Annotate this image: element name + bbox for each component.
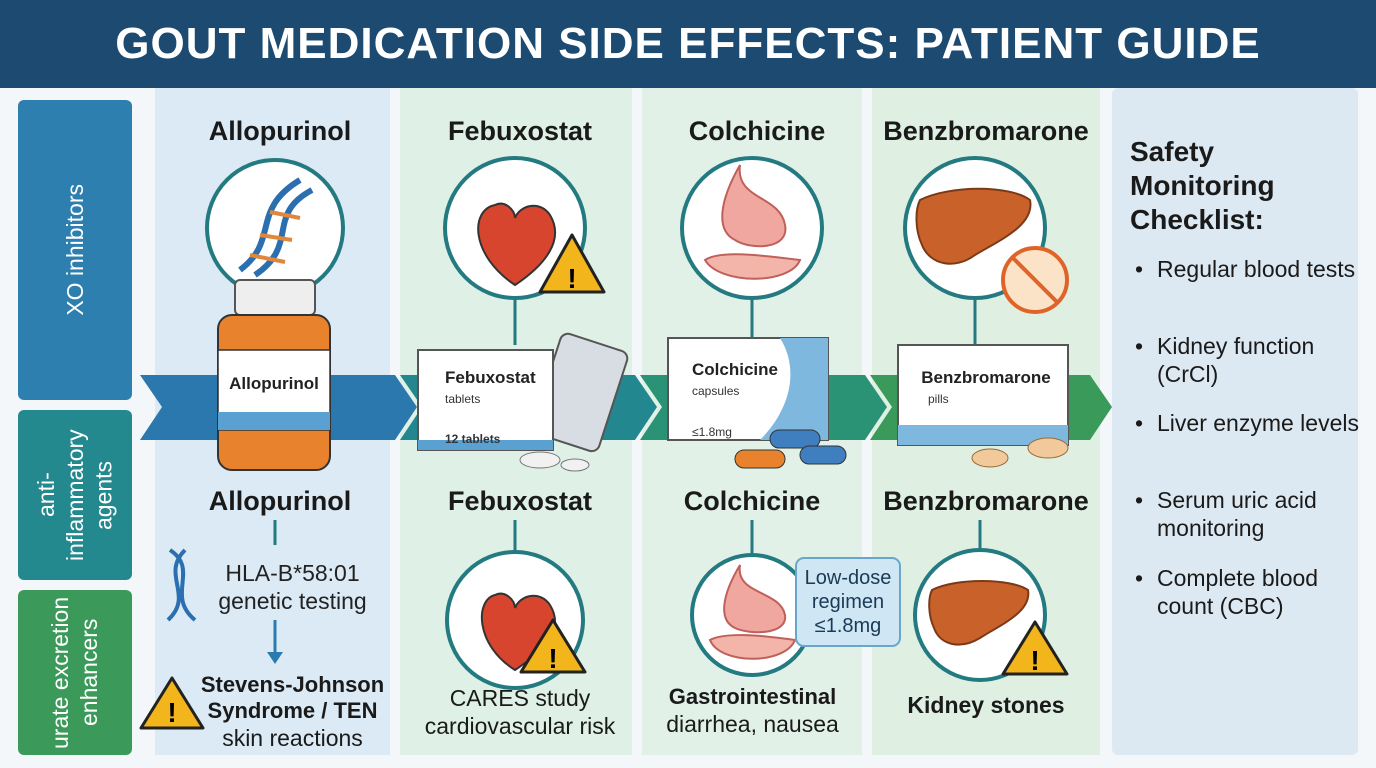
section-name: Febuxostat (447, 486, 593, 516)
capsule (769, 429, 821, 449)
pill (519, 451, 561, 469)
drug-name: Colchicine (688, 116, 826, 146)
package-count: 12 tablets (445, 432, 501, 446)
pill (560, 458, 590, 472)
warning-mark: ! (1030, 645, 1039, 676)
stomach-icon (723, 564, 787, 634)
package-form: tablets (445, 392, 481, 406)
capsule (799, 445, 847, 465)
group-box: XO inhibitors (18, 100, 132, 400)
page-title: GOUT MEDICATION SIDE EFFECTS: PATIENT GU… (115, 19, 1261, 68)
group-label: XO inhibitors (61, 184, 88, 316)
stomach-icon (721, 164, 787, 248)
heart-icon (477, 202, 556, 287)
label-stripe (218, 412, 330, 430)
section-name: Allopurinol (208, 486, 352, 516)
drug-name: Allopurinol (208, 116, 352, 146)
note: CARES study cardiovascular risk (424, 685, 616, 739)
checklist-item: Regular blood tests (1135, 255, 1367, 283)
dna-icon (249, 210, 301, 264)
warning-icon (139, 676, 205, 730)
header-bar (0, 0, 1376, 88)
effect: Gastrointestinal (668, 684, 837, 709)
intestine-icon (703, 253, 802, 280)
effect: Kidney stones (907, 692, 1065, 718)
warning-mark: ! (548, 643, 557, 674)
checklist-title: Safety Monitoring Checklist: (1130, 136, 1275, 236)
dna-icon (238, 177, 314, 278)
checklist-item: Serum uric acid monitoring (1135, 486, 1367, 542)
package-form: capsules (692, 384, 740, 398)
arrow (267, 652, 283, 664)
package (417, 349, 554, 451)
callout: Low-dose regimen ≤1.8mg (804, 567, 892, 637)
package-stripe (760, 338, 828, 440)
bottle-cap (234, 279, 316, 316)
group-box: urate excretion enhancers (18, 590, 132, 755)
intestine-icon (708, 634, 797, 660)
checklist-item: Kidney function (CrCl) (1135, 332, 1367, 388)
effect-detail: diarrhea, nausea (666, 711, 839, 737)
group-box: anti-inflammatory agents (18, 410, 132, 580)
bottle-label: Allopurinol (229, 374, 319, 393)
warning-mark: ! (567, 263, 576, 294)
callout-box (795, 557, 901, 647)
package-label: Benzbromarone (921, 368, 1051, 387)
test-note: HLA-B*58:01 genetic testing (218, 560, 367, 614)
package-dose: ≤1.8mg (692, 425, 732, 439)
liver-icon (928, 580, 1030, 646)
section-name: Benzbromarone (883, 486, 1089, 516)
warning-icon (538, 233, 606, 294)
drug-name: Febuxostat (447, 116, 593, 146)
drug-name: Benzbromarone (883, 116, 1089, 146)
liver-icon (915, 187, 1032, 265)
pill (1027, 437, 1069, 459)
package-stripe (898, 425, 1068, 445)
group-label: anti-inflammatory agents (32, 429, 117, 561)
warning-mark: ! (167, 697, 176, 728)
capsule (734, 449, 786, 469)
risk: Stevens-Johnson Syndrome / TEN (200, 672, 385, 724)
warning-icon (1001, 620, 1069, 676)
dna-icon (166, 548, 197, 622)
icon-circle (205, 158, 345, 298)
no-kidney-icon (1011, 256, 1059, 304)
checklist-item: Complete blood count (CBC) (1135, 564, 1367, 620)
warning-icon (519, 618, 587, 674)
package-label: Febuxostat (445, 368, 536, 387)
package-stripe (418, 440, 553, 450)
group-label: urate excretion enhancers (47, 596, 102, 749)
package-form: pills (928, 392, 949, 406)
checklist-item: Liver enzyme levels (1135, 409, 1367, 437)
pill (971, 448, 1009, 468)
risk-detail: skin reactions (222, 725, 363, 751)
package-label: Colchicine (692, 360, 778, 379)
section-name: Colchicine (683, 486, 821, 516)
